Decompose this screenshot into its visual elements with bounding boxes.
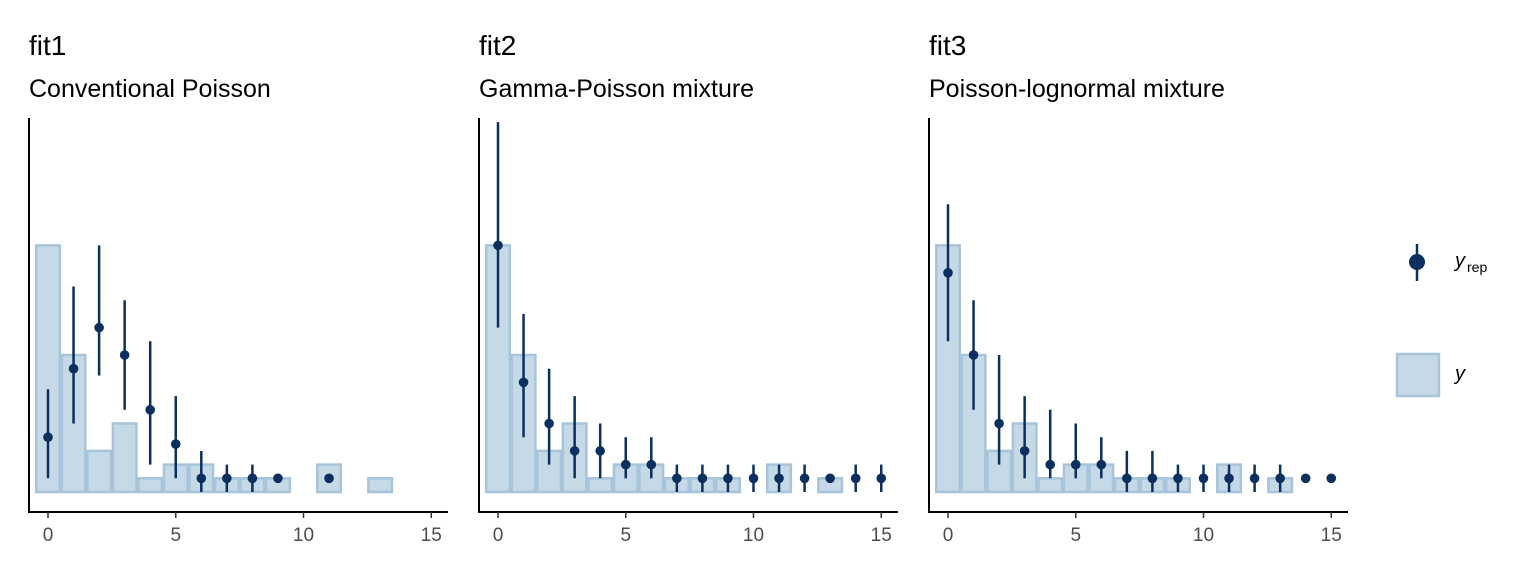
yrep-point [145, 405, 155, 415]
x-tick-label: 5 [1070, 525, 1081, 546]
panel-subtitle: Conventional Poisson [29, 75, 271, 103]
yrep-point [876, 473, 887, 484]
yrep-point [850, 473, 861, 484]
x-tick-label: 0 [943, 525, 954, 546]
x-tick-label: 5 [620, 525, 631, 546]
yrep-point [196, 473, 207, 484]
panel-title: fit2 [479, 30, 516, 61]
observed-bar [137, 477, 164, 494]
yrep-point [68, 363, 79, 374]
yrep-point [43, 432, 53, 443]
yrep-point [595, 446, 605, 456]
yrep-point [1122, 473, 1132, 484]
yrep-point [723, 473, 733, 484]
yrep-point [1224, 473, 1234, 484]
yrep-point [697, 473, 708, 484]
legend-yrep-point [1409, 254, 1425, 270]
yrep-point [569, 446, 580, 456]
yrep-point [273, 473, 283, 484]
panel-subtitle: Gamma-Poisson mixture [479, 75, 754, 103]
x-tick-label: 10 [293, 525, 314, 546]
yrep-point [1147, 473, 1158, 484]
yrep-point [1326, 473, 1337, 484]
observed-bar [86, 449, 113, 494]
yrep-point [672, 473, 682, 484]
observed-bar [34, 244, 62, 494]
yrep-point [825, 473, 835, 484]
yrep-point [620, 459, 631, 470]
yrep-point [994, 418, 1004, 429]
yrep-point [94, 322, 104, 333]
legend: y rep y [1395, 244, 1487, 398]
yrep-point [799, 473, 810, 484]
x-tick-label: 5 [170, 525, 181, 546]
yrep-point [1096, 459, 1107, 470]
yrep-point [544, 418, 554, 429]
yrep-point [324, 473, 334, 484]
legend-y-swatch [1395, 352, 1441, 398]
yrep-point [493, 240, 503, 251]
x-tick-label: 0 [493, 525, 504, 546]
yrep-point [1275, 473, 1285, 484]
yrep-point [247, 473, 258, 484]
observed-bar [1037, 477, 1064, 494]
legend-y-label: y [1453, 363, 1466, 385]
legend-yrep-label: y rep [1453, 250, 1487, 275]
panel-fit3: fit3 Poisson-lognormal mixture 0 5 10 15 [928, 30, 1348, 546]
observed-bar [111, 422, 138, 494]
x-tick-label: 15 [871, 525, 892, 546]
yrep-point [968, 350, 979, 360]
x-tick-label: 15 [421, 525, 442, 546]
yrep-point [1249, 473, 1260, 484]
yrep-point [1300, 473, 1311, 484]
panel-fit2: fit2 Gamma-Poisson mixture 0 5 10 15 [478, 30, 898, 546]
panel-title: fit3 [929, 30, 966, 61]
panel-subtitle: Poisson-lognormal mixture [929, 75, 1225, 103]
yrep-point [1173, 473, 1183, 484]
yrep-point [774, 473, 784, 484]
yrep-point [1198, 473, 1209, 484]
x-tick-label: 15 [1321, 525, 1342, 546]
observed-bar [587, 477, 614, 494]
yrep-point [943, 268, 953, 278]
yrep-point [170, 439, 181, 449]
yrep-point [1045, 459, 1055, 470]
yrep-point [1019, 446, 1030, 456]
yrep-point [646, 459, 657, 470]
panel-fit1: fit1 Conventional Poisson 0 5 10 15 [28, 30, 448, 546]
observed-bar [367, 477, 394, 494]
x-tick-label: 10 [743, 525, 764, 546]
x-tick-label: 10 [1193, 525, 1214, 546]
yrep-point [1070, 459, 1081, 470]
x-tick-label: 0 [43, 525, 54, 546]
yrep-point [119, 350, 130, 360]
yrep-point [748, 473, 759, 484]
yrep-point [222, 473, 232, 484]
panel-title: fit1 [29, 30, 66, 61]
yrep-point [518, 377, 529, 388]
